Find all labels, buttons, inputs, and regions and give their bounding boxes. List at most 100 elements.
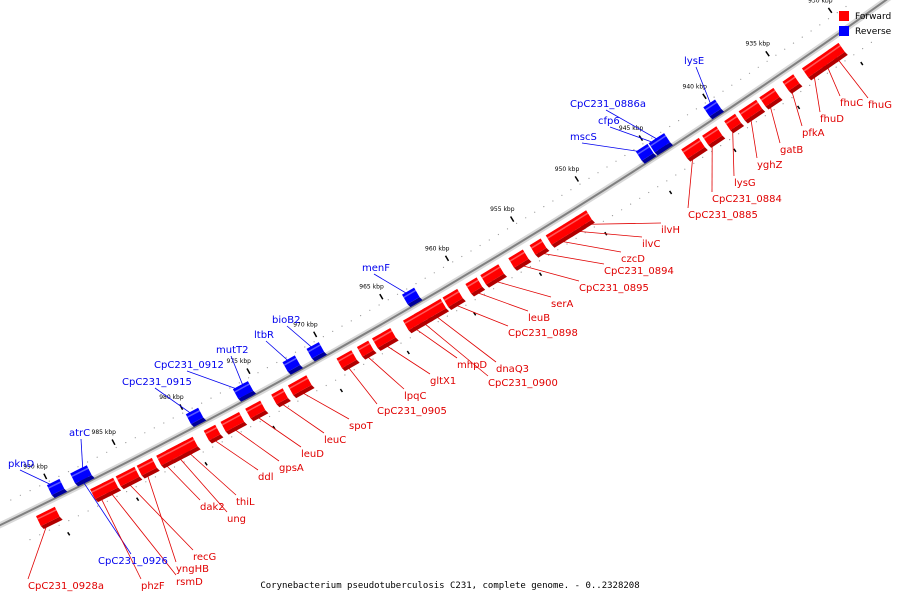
gene-arrow-cpc231-0898[interactable] xyxy=(442,288,466,310)
gene-arrow-lyse[interactable] xyxy=(703,99,725,120)
gene-label-ilvc[interactable]: ilvC xyxy=(642,239,660,250)
leader-menf xyxy=(373,273,412,297)
gene-label-sera[interactable]: serA xyxy=(551,299,573,310)
gene-label-spot[interactable]: spoT xyxy=(349,421,374,432)
gene-label-gltx1[interactable]: gltX1 xyxy=(430,376,456,387)
gene-label-dak2[interactable]: dak2 xyxy=(200,502,225,513)
gene-label-cpc231-0926[interactable]: CpC231_0926 xyxy=(98,556,168,567)
gene-label-cfp6[interactable]: cfp6 xyxy=(598,116,620,127)
gene-arrow-highlight xyxy=(186,410,201,418)
gene-arrow-lysg[interactable] xyxy=(724,113,745,134)
gene-arrow-recg[interactable] xyxy=(115,466,143,490)
gene-arrow-cpc231-0915[interactable] xyxy=(185,407,207,427)
gene-arrow-ltbr[interactable] xyxy=(282,355,304,375)
gene-label-cpc231-0884[interactable]: CpC231_0884 xyxy=(712,194,782,205)
gene-label-cpc231-0912[interactable]: CpC231_0912 xyxy=(154,360,224,371)
gene-label-ung[interactable]: ung xyxy=(227,514,246,525)
gene-label-menf[interactable]: menF xyxy=(362,263,390,274)
gene-arrow-leud[interactable] xyxy=(245,400,269,422)
gene-arrow-cpc231-0894[interactable] xyxy=(529,238,550,258)
gene-arrow-dak2[interactable] xyxy=(156,449,176,469)
gene-arrow-cfp6[interactable] xyxy=(648,135,670,156)
gene-arrow-mscs[interactable] xyxy=(635,143,657,164)
gene-arrow-cpc231-0912[interactable] xyxy=(232,382,254,402)
leader-mscs xyxy=(581,142,645,153)
gene-label-thil[interactable]: thiL xyxy=(236,497,255,508)
gene-arrow-czcd[interactable] xyxy=(545,224,573,248)
gene-label-lyse[interactable]: lysE xyxy=(684,56,704,67)
gene-label-mhpd[interactable]: mhpD xyxy=(457,360,487,371)
gene-arrow-highlight xyxy=(547,226,566,239)
gene-label-ilvh[interactable]: ilvH xyxy=(661,225,680,236)
gene-label-phzf[interactable]: phzF xyxy=(141,581,165,592)
gene-arrow-pknd[interactable] xyxy=(46,478,68,498)
gene-label-cpc231-0894[interactable]: CpC231_0894 xyxy=(604,266,674,277)
gene-label-cpc231-0905[interactable]: CpC231_0905 xyxy=(377,406,447,417)
gene-label-fhug[interactable]: fhuG xyxy=(868,100,892,111)
gene-arrow-spot[interactable] xyxy=(287,375,315,399)
gene-arrow-cpc231-0926[interactable] xyxy=(70,467,91,487)
gene-label-leud[interactable]: leuD xyxy=(301,449,324,460)
gene-label-pfka[interactable]: pfkA xyxy=(802,128,825,139)
gene-arrow-biob2[interactable] xyxy=(306,342,328,362)
gene-arrow-sera[interactable] xyxy=(480,264,507,288)
gene-label-cpc231-0895[interactable]: CpC231_0895 xyxy=(579,283,649,294)
gene-label-lysg[interactable]: lysG xyxy=(734,178,756,189)
gene-arrow-cpc231-0884[interactable] xyxy=(702,126,726,148)
gene-arrow-face xyxy=(287,375,312,396)
gene-label-leuc[interactable]: leuC xyxy=(324,435,346,446)
gene-arrow-gpsa[interactable] xyxy=(220,412,248,435)
gene-arrow-face xyxy=(702,126,723,145)
gene-arrow-ddl[interactable] xyxy=(203,424,224,444)
gene-arrow-gltx1[interactable] xyxy=(372,328,399,351)
gene-label-mscs[interactable]: mscS xyxy=(570,132,597,143)
gene-label-ddl[interactable]: ddl xyxy=(258,472,273,483)
spacer-dot xyxy=(335,379,337,381)
gene-arrow-fhud[interactable] xyxy=(801,56,829,81)
gene-arrow-phzf[interactable] xyxy=(90,481,114,503)
gene-label-cpc231-0915[interactable]: CpC231_0915 xyxy=(122,377,192,388)
gene-label-gatb[interactable]: gatB xyxy=(780,145,803,156)
gene-arrow-cpc231-0895[interactable] xyxy=(508,249,532,271)
leader-cpc231-0928a xyxy=(27,522,49,580)
gene-label-fhud[interactable]: fhuD xyxy=(820,114,844,125)
gene-label-ynghb[interactable]: yngHB xyxy=(176,564,209,575)
gene-arrow-cpc231-0885[interactable] xyxy=(681,137,708,162)
gene-label-czcd[interactable]: czcD xyxy=(621,254,645,265)
gene-arrow-mhpd[interactable] xyxy=(403,312,427,334)
gene-label-recg[interactable]: recG xyxy=(193,552,216,563)
gene-label-cpc231-0886a[interactable]: CpC231_0886a xyxy=(570,99,646,110)
gene-label-mutt2[interactable]: mutT2 xyxy=(216,345,248,356)
gene-label-biob2[interactable]: bioB2 xyxy=(272,315,300,326)
gene-label-dnaq3[interactable]: dnaQ3 xyxy=(496,364,529,375)
gene-arrow-gatb[interactable] xyxy=(759,87,783,110)
gene-arrow-ynghb[interactable] xyxy=(136,457,160,479)
gene-label-gpsa[interactable]: gpsA xyxy=(279,463,304,474)
gene-label-cpc231-0898[interactable]: CpC231_0898 xyxy=(508,328,578,339)
gene-arrow-ilvc[interactable] xyxy=(563,215,587,238)
gene-label-lpqc[interactable]: lpqC xyxy=(404,391,426,402)
gene-label-leub[interactable]: leuB xyxy=(528,313,550,324)
gene-label-atrc[interactable]: atrC xyxy=(69,428,90,439)
gene-label-pknd[interactable]: pknD xyxy=(8,459,34,470)
gene-label-rsmd[interactable]: rsmD xyxy=(176,577,203,588)
gene-arrow-cpc231-0928a[interactable] xyxy=(36,506,63,529)
gene-arrow-cpc231-0905[interactable] xyxy=(336,350,360,372)
gene-arrow-highlight xyxy=(47,481,62,489)
gene-arrow-lpqc[interactable] xyxy=(356,340,377,360)
gene-label-ltbr[interactable]: ltbR xyxy=(254,330,274,341)
gene-arrow-yghz[interactable] xyxy=(738,99,766,124)
gene-arrow-menf[interactable] xyxy=(402,287,423,308)
gene-label-cpc231-0885[interactable]: CpC231_0885 xyxy=(688,210,758,221)
gene-label-cpc231-0928a[interactable]: CpC231_0928a xyxy=(28,581,104,592)
gene-arrow-leub[interactable] xyxy=(465,277,486,297)
gene-label-fhuc[interactable]: fhuC xyxy=(840,98,863,109)
gene-arrow-highlight xyxy=(530,240,543,249)
spacer-dot xyxy=(621,209,623,211)
gene-label-cpc231-0900[interactable]: CpC231_0900 xyxy=(488,378,558,389)
gene-label-yghz[interactable]: yghZ xyxy=(757,160,783,171)
tick-label: 935 kbp xyxy=(746,41,771,48)
gene-arrow-ung[interactable] xyxy=(166,440,193,464)
gene-arrow-pfka[interactable] xyxy=(782,74,803,94)
gene-arrow-leuc[interactable] xyxy=(271,388,291,408)
